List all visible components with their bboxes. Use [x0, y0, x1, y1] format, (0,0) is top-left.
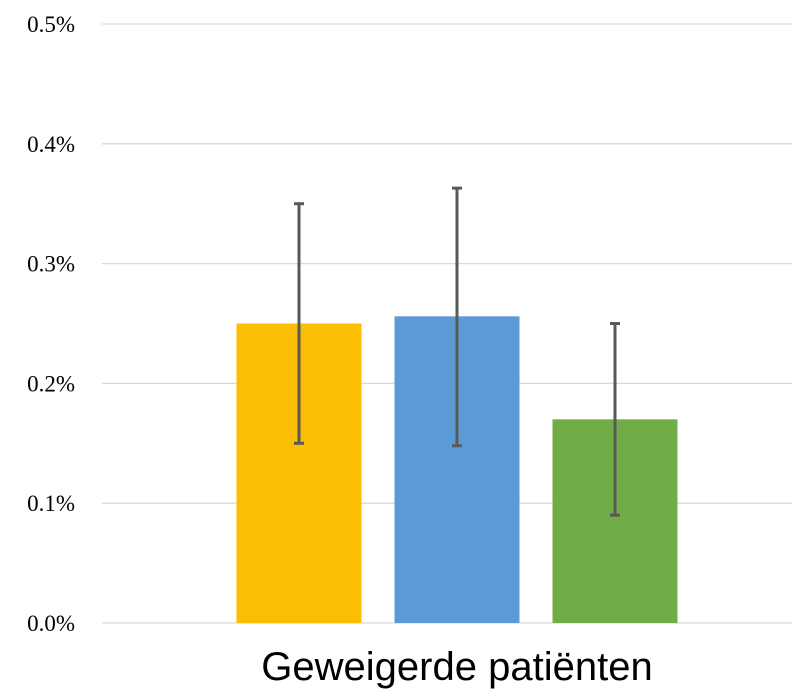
y-tick-label: 0.2%	[27, 371, 75, 396]
y-tick-label: 0.5%	[27, 12, 75, 37]
x-category-label: Geweigerde patiënten	[261, 645, 652, 689]
y-tick-label: 0.1%	[27, 491, 75, 516]
y-tick-label: 0.4%	[27, 132, 75, 157]
y-axis-labels: 0.0% 0.1% 0.2% 0.3% 0.4% 0.5%	[27, 12, 75, 636]
y-tick-label: 0.3%	[27, 252, 75, 277]
error-bars	[294, 186, 620, 517]
y-tick-label: 0.0%	[27, 611, 75, 636]
